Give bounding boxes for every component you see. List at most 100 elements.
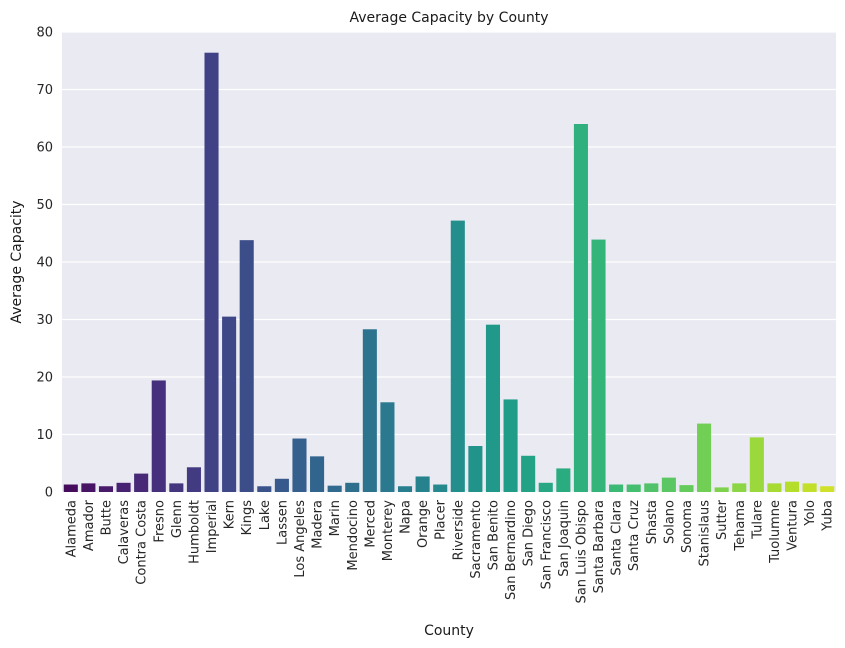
- bar-tulare: [749, 437, 764, 492]
- y-tick-label: 30: [36, 313, 53, 328]
- bar-amador: [81, 483, 96, 492]
- bar-kings: [239, 240, 254, 492]
- bar-ventura: [784, 481, 800, 492]
- bar-riverside: [450, 220, 465, 492]
- x-tick-label: Shasta: [645, 500, 660, 544]
- bar-sonoma: [679, 485, 694, 492]
- x-tick-label: Santa Barbara: [592, 500, 607, 593]
- x-tick-label: Tehama: [733, 500, 748, 552]
- y-tick-label: 50: [36, 198, 53, 213]
- x-tick-label: Monterey: [381, 500, 396, 562]
- x-tick-label: Fresno: [152, 500, 167, 543]
- x-tick-label: San Luis Obispo: [574, 500, 589, 603]
- x-tick-label: Santa Cruz: [627, 500, 642, 571]
- bar-fresno: [151, 380, 166, 492]
- bar-contra-costa: [134, 473, 149, 492]
- y-tick-label: 80: [36, 26, 53, 41]
- bar-san-benito: [485, 324, 501, 492]
- y-tick-label: 0: [45, 486, 53, 501]
- x-tick-label: Amador: [82, 499, 97, 551]
- bar-shasta: [644, 483, 659, 492]
- x-tick-label: Ventura: [786, 500, 801, 551]
- bar-san-joaquin: [556, 468, 571, 492]
- bar-sutter: [714, 487, 729, 492]
- y-tick-label: 60: [36, 141, 53, 156]
- bar-lassen: [274, 478, 289, 492]
- x-tick-label: Los Angeles: [293, 500, 308, 578]
- x-tick-label: Riverside: [451, 500, 466, 560]
- x-tick-label: San Benito: [486, 500, 501, 570]
- x-tick-label: Marin: [328, 500, 343, 536]
- x-tick-label: Butte: [99, 500, 114, 535]
- y-axis-ticks: 0 10 20 30 40 50 60 70 80: [36, 26, 53, 501]
- x-tick-label: Merced: [363, 500, 378, 548]
- x-tick-label: Yuba: [821, 500, 836, 532]
- bar-marin: [327, 485, 342, 492]
- y-tick-label: 70: [36, 83, 53, 98]
- bar-santa-barbara: [591, 239, 606, 492]
- bar-yuba: [820, 486, 835, 492]
- x-tick-label: Alameda: [64, 500, 79, 557]
- bar-kern: [222, 316, 237, 492]
- bar-tuolumne: [767, 483, 782, 492]
- x-tick-label: Orange: [416, 500, 431, 548]
- x-tick-label: San Joaquin: [557, 500, 572, 577]
- y-tick-label: 40: [36, 256, 53, 271]
- x-tick-label: Kern: [223, 500, 238, 529]
- bar-yolo: [802, 483, 817, 492]
- bar-stanislaus: [697, 423, 712, 492]
- bar-tehama: [732, 483, 747, 492]
- x-tick-label: Sutter: [715, 499, 730, 540]
- bar-placer: [433, 484, 448, 492]
- bar-san-francisco: [538, 482, 553, 492]
- bar-orange: [415, 476, 430, 492]
- chart-title: Average Capacity by County: [349, 10, 548, 26]
- bar-merced: [362, 329, 377, 492]
- x-tick-label: Madera: [311, 500, 326, 549]
- bar-mendocino: [345, 482, 360, 492]
- y-tick-label: 10: [36, 428, 53, 443]
- x-axis-ticks: Alameda Amador Butte Calaveras Contra Costa F…: [64, 499, 835, 603]
- bar-solano: [661, 477, 676, 492]
- bar-los-angeles: [292, 438, 307, 492]
- bar-butte: [98, 486, 114, 492]
- x-tick-label: Sonoma: [680, 500, 695, 553]
- x-tick-label: Tulare: [750, 500, 765, 540]
- bar-san-bernardino: [503, 399, 518, 492]
- x-tick-label: Placer: [434, 499, 449, 540]
- bar-santa-clara: [609, 484, 624, 492]
- x-tick-label: Glenn: [170, 500, 185, 538]
- bars: [63, 52, 835, 492]
- y-axis-label: Average Capacity: [9, 200, 25, 323]
- bar-sacramento: [468, 446, 483, 492]
- bar-humboldt: [186, 467, 201, 492]
- x-tick-label: Kings: [240, 500, 255, 536]
- x-tick-label: Sacramento: [469, 500, 484, 579]
- x-tick-label: San Bernardino: [504, 500, 519, 600]
- bar-glenn: [169, 483, 184, 492]
- x-tick-label: Stanislaus: [698, 500, 713, 567]
- x-tick-label: Imperial: [205, 500, 220, 553]
- bar-san-diego: [521, 455, 536, 492]
- bar-san-luis-obispo: [573, 124, 588, 492]
- bar-napa: [397, 486, 413, 492]
- y-tick-label: 20: [36, 371, 53, 386]
- bar-calaveras: [116, 482, 131, 492]
- x-tick-label: Santa Clara: [610, 500, 625, 576]
- bar-santa-cruz: [626, 484, 641, 492]
- bar-madera: [310, 456, 325, 492]
- x-tick-label: Lake: [258, 500, 273, 530]
- x-tick-label: Solano: [662, 500, 677, 544]
- x-tick-label: Napa: [399, 500, 414, 534]
- x-tick-label: Humboldt: [187, 500, 202, 564]
- x-tick-label: Calaveras: [117, 500, 132, 565]
- x-tick-label: Tuolumne: [768, 500, 783, 564]
- x-tick-label: Lassen: [275, 500, 290, 545]
- bar-imperial: [204, 52, 219, 492]
- x-tick-label: Yolo: [803, 500, 818, 527]
- x-tick-label: San Francisco: [539, 500, 554, 589]
- x-axis-label: County: [424, 623, 474, 639]
- x-tick-label: Contra Costa: [135, 500, 150, 585]
- bar-lake: [257, 486, 272, 492]
